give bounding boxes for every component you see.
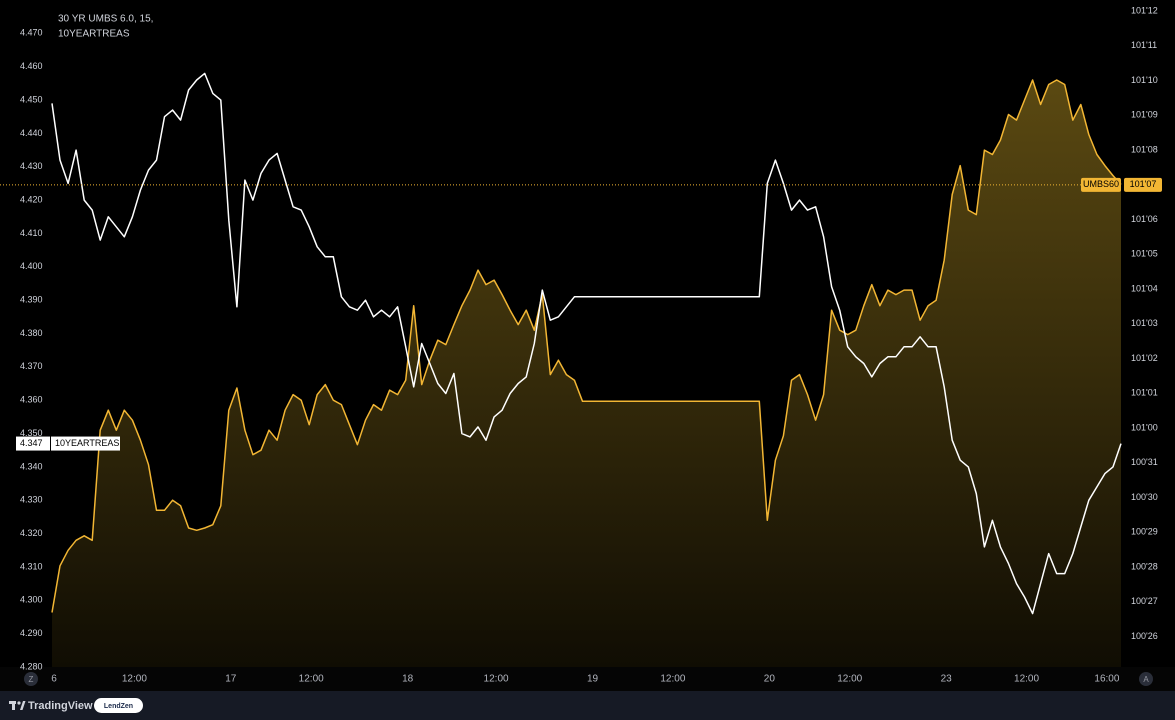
x-tick-label: 12:00 [299,674,324,685]
x-tick-label: 19 [587,674,599,685]
y2-tick-label: 101'11 [1131,40,1157,50]
last-value-tag [16,436,50,451]
y2-tick-label: 100'30 [1131,492,1158,502]
y2-tick-label: 101'00 [1131,422,1158,432]
chart-title: 30 YR UMBS 6.0, 15, [58,14,153,25]
y-tick-label: 4.360 [20,395,43,405]
scale-button[interactable] [1139,672,1153,686]
series-name-tag [51,436,120,451]
y2-tick-label: 101'08 [1131,144,1158,154]
series-name-tag [1081,177,1121,192]
brand-name[interactable]: TradingView [28,700,93,712]
y2-tick-label: 100'26 [1131,631,1158,641]
x-tick-label: 16:00 [1094,674,1119,685]
last-value-tag-text: 4.347 [20,438,43,448]
y2-tick-label: 101'06 [1131,214,1158,224]
y2-tick-label: 100'29 [1131,527,1158,537]
y2-tick-label: 101'12 [1131,5,1158,15]
x-tick-label: 17 [225,674,237,685]
y2-tick-label: 101'09 [1131,110,1158,120]
y-tick-label: 4.310 [20,561,43,571]
last-value-tag-text: 101'07 [1130,179,1157,189]
y-tick-label: 4.340 [20,461,43,471]
y2-tick-label: 101'05 [1131,249,1158,259]
y-tick-label: 4.470 [20,28,43,38]
x-tick-label: 12:00 [122,674,147,685]
y-tick-label: 4.440 [20,128,43,138]
x-tick-label: 12:00 [484,674,509,685]
area [52,80,1121,667]
y2-tick-label: 101'10 [1131,75,1158,85]
x-tick-label: 20 [764,674,776,685]
y2-tick-label: 100'28 [1131,561,1158,571]
y-tick-label: 4.410 [20,228,43,238]
y-tick-label: 4.430 [20,161,43,171]
chart-subtitle: 10YEARTREAS [58,29,130,40]
y-tick-label: 4.350 [20,428,43,438]
y-tick-label: 4.300 [20,595,43,605]
y2-tick-label: 101'02 [1131,353,1158,363]
y-tick-label: 4.290 [20,628,43,638]
footer-bar [0,691,1175,720]
logo-part [12,701,15,710]
x-tick-label: 18 [402,674,414,685]
series-name-tag-text: UMBS60 [1083,179,1119,189]
y-tick-label: 4.400 [20,261,43,271]
y2-tick-label: 100'27 [1131,596,1158,606]
y2-tick-label: 100'31 [1131,457,1158,467]
y-tick-label: 4.420 [20,194,43,204]
logo-part [17,701,21,705]
y-tick-label: 4.330 [20,495,43,505]
y-tick-label: 4.380 [20,328,43,338]
right-axis-panel [1122,0,1175,667]
scale-button-label[interactable]: Z [29,675,34,684]
logo-part [20,701,26,710]
time-axis-strip [0,667,1175,691]
x-tick-label: 12:00 [1014,674,1039,685]
scale-button-label[interactable]: A [1143,675,1149,684]
series-name-tag-text: 10YEARTREAS [55,438,119,448]
badge-text[interactable]: LendZen [104,703,133,710]
x-tick-label: 23 [941,674,953,685]
line [51,79,1122,613]
y2-tick-label: 101'04 [1131,283,1158,293]
y-tick-label: 4.370 [20,361,43,371]
y-tick-label: 4.320 [20,528,43,538]
plot-area [51,72,1122,667]
y2-tick-label: 101'03 [1131,318,1158,328]
badge[interactable] [94,698,143,713]
line [51,72,1122,615]
x-tick-label: 12:00 [837,674,862,685]
x-tick-label: 6 [51,674,57,685]
y-tick-label: 4.390 [20,295,43,305]
y2-tick-label: 101'01 [1131,388,1158,398]
x-tick-label: 12:00 [660,674,685,685]
last-value-tag [1124,177,1162,192]
y-tick-label: 4.280 [20,661,43,671]
y-tick-label: 4.450 [20,94,43,104]
scale-button[interactable] [24,672,38,686]
y-tick-label: 4.460 [20,61,43,71]
brand-logo [9,701,26,710]
